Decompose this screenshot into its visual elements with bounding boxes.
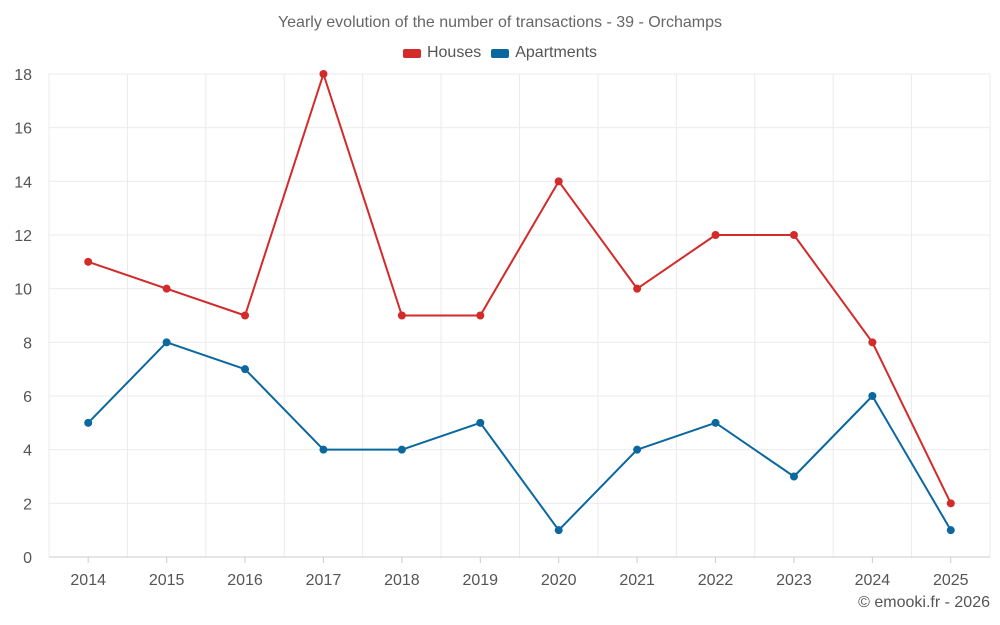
copyright-credit: © emooki.fr - 2026 — [858, 594, 990, 611]
legend-item-apartments[interactable]: Apartments — [491, 44, 597, 62]
x-tick-label: 2018 — [384, 572, 420, 589]
x-tick-label: 2023 — [776, 572, 812, 589]
chart-title: Yearly evolution of the number of transa… — [277, 14, 723, 31]
y-tick-label: 6 — [23, 389, 32, 406]
y-tick-label: 8 — [23, 335, 32, 352]
data-point-houses-2017[interactable] — [319, 70, 328, 78]
data-point-houses-2016[interactable] — [241, 311, 250, 320]
x-tick-label: 2017 — [306, 572, 342, 589]
x-tick-label: 2021 — [619, 572, 655, 589]
legend-item-houses[interactable]: Houses — [402, 44, 482, 62]
data-point-apartments-2015[interactable] — [162, 338, 171, 347]
y-tick-label: 14 — [14, 174, 32, 191]
data-point-apartments-2014[interactable] — [84, 418, 93, 427]
legend-swatch-apartments — [491, 48, 510, 58]
data-point-apartments-2023[interactable] — [789, 472, 798, 481]
data-point-houses-2014[interactable] — [84, 257, 93, 266]
y-tick-label: 10 — [14, 282, 32, 299]
x-tick-label: 2019 — [462, 572, 498, 589]
x-tick-label: 2014 — [70, 572, 106, 589]
data-point-houses-2025[interactable] — [946, 499, 955, 508]
legend-label-apartments: Apartments — [515, 44, 598, 61]
data-point-apartments-2016[interactable] — [241, 365, 250, 374]
data-point-apartments-2024[interactable] — [868, 392, 877, 400]
legend-swatch-houses — [402, 48, 421, 58]
x-tick-label: 2024 — [855, 572, 891, 589]
data-point-houses-2021[interactable] — [633, 284, 642, 293]
data-point-apartments-2022[interactable] — [711, 418, 720, 427]
x-tick-label: 2025 — [933, 572, 969, 589]
x-tick-label: 2022 — [698, 572, 734, 589]
series-line-apartments — [87, 341, 952, 532]
data-point-apartments-2018[interactable] — [397, 445, 406, 454]
x-tick-label: 2016 — [227, 572, 263, 589]
data-point-houses-2015[interactable] — [162, 284, 171, 293]
legend-label-houses: Houses — [426, 44, 482, 61]
data-point-apartments-2021[interactable] — [633, 445, 642, 454]
y-tick-label: 18 — [14, 67, 32, 84]
data-point-houses-2022[interactable] — [711, 231, 720, 239]
series-line-houses — [87, 73, 952, 504]
y-tick-label: 12 — [14, 228, 32, 245]
x-tick-label: 2020 — [541, 572, 577, 589]
data-point-apartments-2020[interactable] — [554, 526, 563, 535]
y-tick-label: 2 — [23, 496, 32, 513]
data-point-houses-2024[interactable] — [868, 338, 877, 347]
data-point-houses-2020[interactable] — [554, 177, 563, 186]
data-point-apartments-2025[interactable] — [946, 526, 955, 535]
y-tick-label: 0 — [23, 550, 32, 567]
data-point-houses-2019[interactable] — [476, 311, 485, 320]
legend: Houses Apartments — [0, 44, 1000, 62]
x-tick-label: 2015 — [149, 572, 185, 589]
y-tick-label: 16 — [14, 121, 32, 138]
data-point-apartments-2019[interactable] — [476, 418, 485, 427]
data-point-houses-2018[interactable] — [397, 311, 406, 320]
y-tick-label: 4 — [23, 443, 32, 460]
data-point-apartments-2017[interactable] — [319, 445, 328, 454]
data-point-houses-2023[interactable] — [789, 231, 798, 239]
